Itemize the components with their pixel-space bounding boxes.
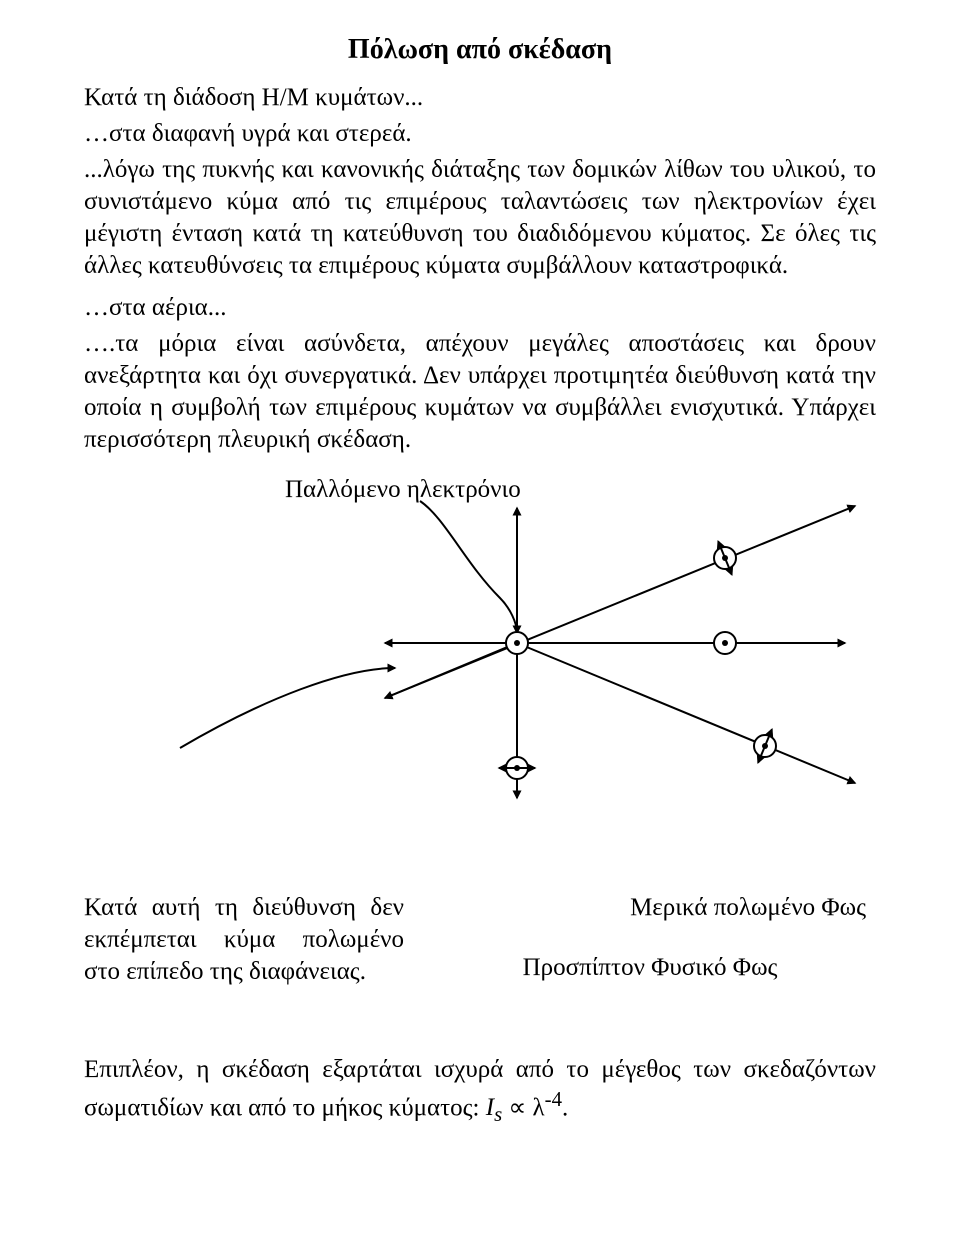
- label-no-emission: Κατά αυτή τη διεύθυνση δεν εκπέμπεται κύ…: [84, 892, 404, 988]
- paragraph-final: Επιπλέον, η σκέδαση εξαρτάται ισχυρά από…: [84, 1054, 876, 1128]
- scattering-diagram: Παλλόμενο ηλεκτρόνιο: [84, 468, 876, 888]
- scattering-diagram-svg: Παλλόμενο ηλεκτρόνιο: [85, 468, 875, 888]
- final-exponent: -4: [545, 1087, 562, 1111]
- final-subscript: s: [494, 1102, 502, 1126]
- diagram-labels-row: Κατά αυτή τη διεύθυνση δεν εκπέμπεται κύ…: [84, 892, 876, 988]
- paragraph-gases-body: ….τα μόρια είναι ασύνδετα, απέχουν μεγάλ…: [84, 328, 876, 456]
- paragraph-solids-heading: …στα διαφανή υγρά και στερεά.: [84, 118, 876, 150]
- label-oscillating-electron: Παλλόμενο ηλεκτρόνιο: [285, 476, 521, 503]
- paragraph-gases-heading: …στα αέρια...: [84, 292, 876, 324]
- label-incident-light: Προσπίπτον Φυσικό Φως: [424, 952, 876, 984]
- final-relation: ∝ λ: [502, 1094, 544, 1121]
- label-partially-polarized: Μερικά πολωμένο Φως: [424, 892, 876, 924]
- final-tail: .: [562, 1094, 568, 1121]
- paragraph-intro: Κατά τη διάδοση Η/Μ κυμάτων...: [84, 82, 876, 114]
- paragraph-solids-body: ...λόγω της πυκνής και κανονικής διάταξη…: [84, 154, 876, 282]
- page-title: Πόλωση από σκέδαση: [84, 34, 876, 66]
- final-text-prefix: Επιπλέον, η σκέδαση εξαρτάται ισχυρά από…: [84, 1056, 876, 1121]
- page: Πόλωση από σκέδαση Κατά τη διάδοση Η/Μ κ…: [0, 0, 960, 1178]
- final-symbol: I: [486, 1094, 494, 1121]
- diagram-right-column: Μερικά πολωμένο Φως Προσπίπτον Φυσικό Φω…: [424, 892, 876, 984]
